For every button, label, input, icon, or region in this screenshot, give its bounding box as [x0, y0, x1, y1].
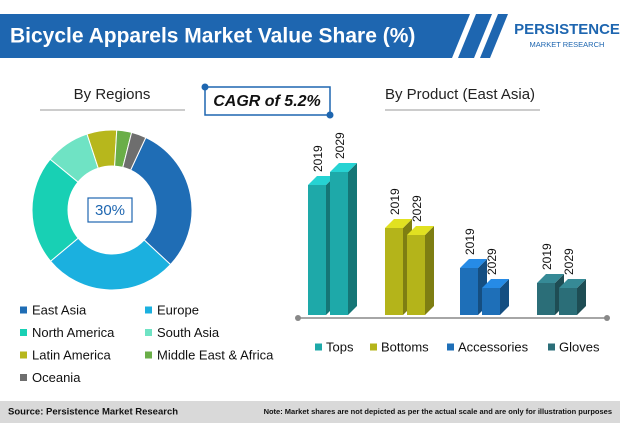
legend-swatch — [20, 374, 27, 381]
title-stripe — [480, 14, 508, 58]
dot — [326, 111, 334, 119]
legend-label: Accessories — [458, 339, 529, 354]
bar — [308, 185, 326, 315]
series-label: 2029 — [333, 132, 347, 159]
series-label: 2019 — [540, 243, 554, 270]
legend-label: Bottoms — [381, 339, 429, 354]
bar-side — [577, 279, 586, 315]
bar-top — [537, 274, 564, 283]
legend-label: Tops — [326, 339, 354, 354]
bar-side — [425, 226, 434, 315]
bar — [407, 235, 425, 315]
series-label: 2019 — [463, 228, 477, 255]
legend-swatch — [20, 351, 27, 359]
donut-title: By Regions — [74, 86, 151, 103]
bar — [482, 288, 500, 315]
legend-swatch — [145, 351, 152, 359]
legend-label: Oceania — [32, 370, 81, 385]
title-stripe — [458, 14, 492, 58]
series-label: 2029 — [485, 248, 499, 275]
series-label: 2019 — [311, 145, 325, 172]
data-label-box — [87, 197, 133, 223]
dot — [604, 315, 610, 321]
bar-top — [385, 219, 412, 228]
legend-label: Latin America — [32, 347, 112, 362]
bar-top — [330, 163, 357, 172]
bar-title: By Product (East Asia) — [385, 86, 535, 103]
note: Note: Market shares are not depicted as … — [264, 407, 612, 416]
legend-label: South Asia — [157, 325, 220, 340]
footer-band — [0, 401, 620, 423]
bar-side — [348, 163, 357, 315]
bar-side — [500, 279, 509, 315]
logo-text: PERSISTENCE — [514, 21, 620, 38]
bar — [537, 283, 555, 315]
cagr-box — [204, 86, 331, 116]
legend-swatch — [145, 329, 152, 336]
dot — [201, 83, 209, 91]
bar — [559, 288, 577, 315]
legend-label: North America — [32, 325, 115, 340]
bar-top — [460, 259, 487, 268]
legend-label: East Asia — [32, 302, 87, 317]
legend-swatch — [20, 306, 27, 314]
bar-top — [559, 279, 586, 288]
bar — [460, 268, 478, 315]
series-label: 2029 — [410, 195, 424, 222]
series-label: 2019 — [388, 188, 402, 215]
cagr: CAGR of 5.2% — [213, 93, 321, 110]
legend-label: Gloves — [559, 339, 600, 354]
legend-label: Europe — [157, 302, 199, 317]
title-band — [0, 14, 470, 58]
bar-top — [407, 226, 434, 235]
legend-swatch — [145, 306, 152, 314]
bar-top — [308, 176, 335, 185]
bar — [330, 172, 348, 315]
data-label: 30% — [95, 202, 125, 219]
legend-swatch — [447, 343, 454, 351]
logo-subtext: MARKET RESEARCH — [530, 40, 605, 49]
legend-swatch — [315, 343, 322, 351]
series-label: 2029 — [562, 248, 576, 275]
bar — [385, 228, 403, 315]
legend-swatch — [20, 329, 27, 336]
legend-swatch — [548, 343, 555, 351]
title: Bicycle Apparels Market Value Share (%) — [10, 25, 415, 48]
legend-swatch — [370, 343, 377, 351]
legend-label: Middle East & Africa — [157, 347, 274, 362]
bar-top — [482, 279, 509, 288]
dot — [295, 315, 301, 321]
source: Source: Persistence Market Research — [8, 407, 178, 418]
